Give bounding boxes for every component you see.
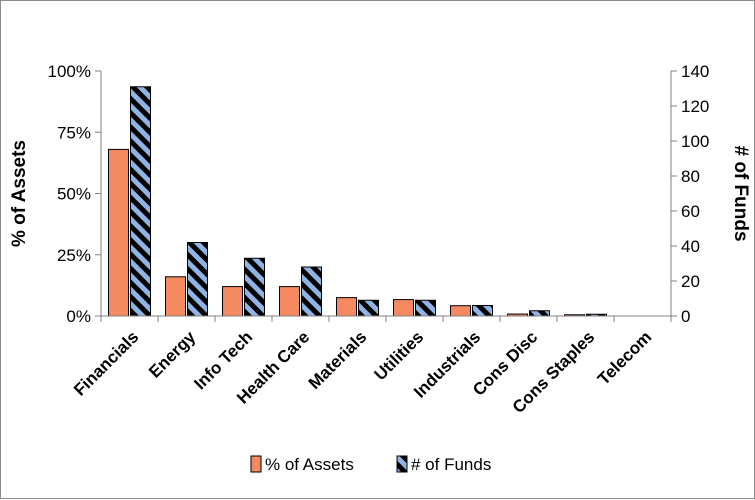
legend-swatch-assets (250, 455, 262, 473)
right-tick-label: 140 (681, 62, 709, 81)
bar-funds (472, 305, 493, 317)
right-tick-label: 0 (681, 307, 690, 326)
bar-funds (301, 266, 322, 317)
bar-funds (529, 310, 550, 317)
right-tick-label: 80 (681, 167, 700, 186)
left-tick-label: 25% (57, 246, 91, 265)
left-tick-label: 75% (57, 123, 91, 142)
bar-assets (165, 276, 186, 317)
right-tick-label: 60 (681, 202, 700, 221)
category-label: Telecom (594, 327, 655, 388)
left-tick-label: 50% (57, 185, 91, 204)
bar-funds (130, 86, 151, 317)
bar-assets (336, 297, 357, 317)
category-label: Financials (70, 327, 142, 399)
right-tick-label: 100 (681, 132, 709, 151)
left-tick-label: 0% (66, 307, 91, 326)
right-tick-label: 20 (681, 272, 700, 291)
left-axis-title: % of Assets (9, 140, 30, 247)
right-tick-label: 120 (681, 97, 709, 116)
bar-assets (222, 286, 243, 317)
bar-assets (279, 286, 300, 317)
bar-assets (450, 305, 471, 317)
category-label: Materials (305, 327, 371, 393)
legend: % of Assets # of Funds (250, 455, 491, 474)
bar-funds (358, 299, 379, 317)
right-tick-label: 40 (681, 237, 700, 256)
legend-label-funds: # of Funds (411, 455, 491, 474)
category-label: Energy (145, 327, 200, 382)
bar-funds (187, 242, 208, 317)
bar-assets (108, 148, 129, 317)
left-tick-label: 100% (48, 62, 91, 81)
category-label: Utilities (370, 327, 427, 384)
bar-funds (244, 257, 265, 317)
legend-swatch-funds (396, 455, 408, 473)
legend-label-assets: % of Assets (265, 455, 354, 474)
bar-assets (393, 299, 414, 317)
right-axis-title: # of Funds (730, 145, 751, 241)
bar-funds (415, 299, 436, 317)
